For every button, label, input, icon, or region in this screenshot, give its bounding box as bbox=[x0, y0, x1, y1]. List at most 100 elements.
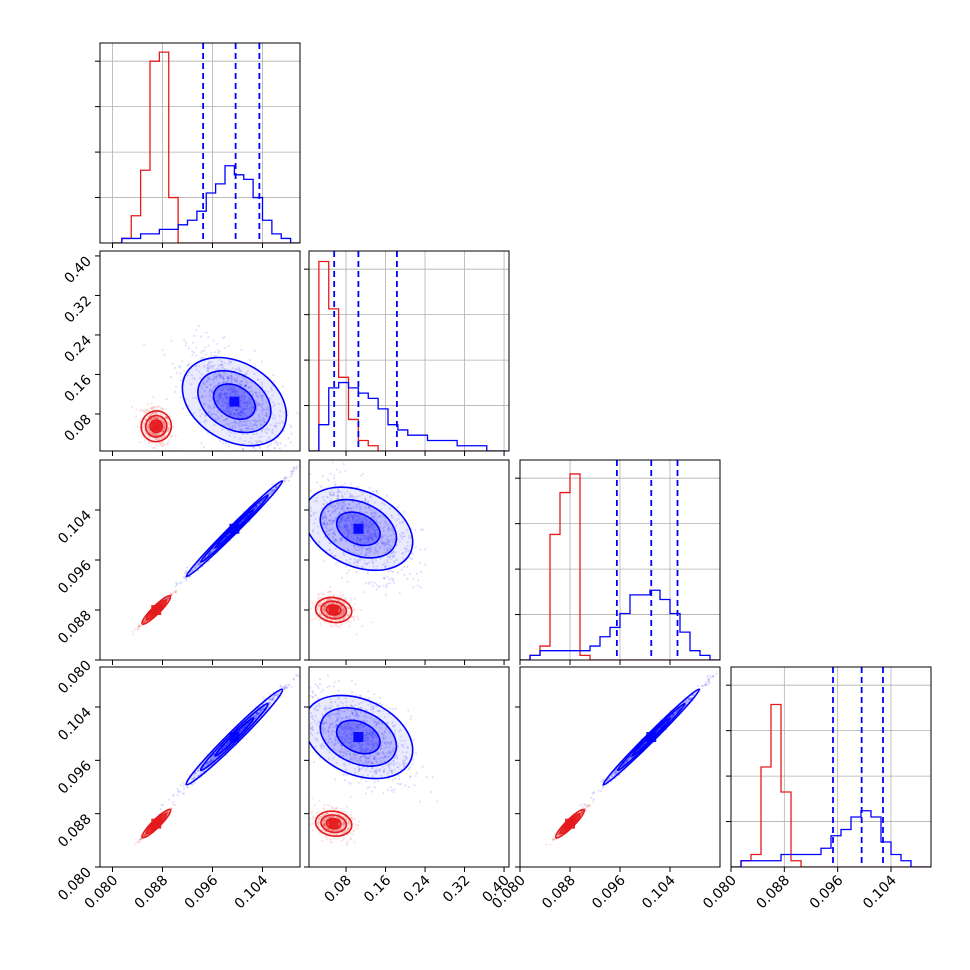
red-sample-point bbox=[163, 426, 166, 429]
red-sample-point bbox=[165, 442, 168, 445]
blue-sample-point bbox=[351, 496, 354, 499]
blue-sample-point bbox=[224, 745, 227, 748]
blue-sample-point bbox=[220, 389, 224, 392]
blue-sample-point bbox=[273, 414, 276, 417]
blue-sample-point bbox=[346, 523, 349, 526]
blue-sample-point bbox=[367, 506, 370, 509]
blue-sample-point bbox=[230, 375, 234, 378]
blue-sample-point bbox=[351, 523, 354, 527]
blue-sample-point bbox=[335, 468, 338, 471]
blue-sample-point bbox=[342, 501, 345, 504]
blue-sample-point bbox=[260, 471, 262, 473]
blue-sample-point bbox=[249, 409, 252, 412]
blue-sample-point bbox=[222, 376, 225, 379]
blue-sample-point bbox=[272, 405, 275, 408]
blue-sample-point bbox=[418, 561, 421, 565]
blue-sample-point bbox=[341, 518, 344, 521]
blue-sample-point bbox=[193, 377, 197, 381]
blue-sample-point bbox=[209, 757, 212, 760]
blue-sample-point bbox=[331, 520, 334, 523]
blue-sample-point bbox=[328, 492, 332, 495]
blue-sample-point bbox=[420, 570, 423, 574]
blue-sample-point bbox=[347, 516, 350, 519]
blue-sample-point bbox=[229, 376, 232, 379]
blue-sample-point bbox=[355, 504, 358, 507]
blue-sample-point bbox=[358, 517, 361, 521]
red-sample-point bbox=[357, 617, 360, 621]
blue-sample-point bbox=[403, 573, 406, 576]
blue-sample-point bbox=[330, 489, 333, 492]
blue-sample-point bbox=[291, 470, 294, 473]
blue-sample-point bbox=[210, 407, 213, 410]
blue-sample-point bbox=[256, 404, 259, 408]
red-sample-point bbox=[318, 602, 321, 605]
blue-sample-point bbox=[368, 523, 371, 526]
red-sample-point bbox=[167, 596, 170, 600]
blue-sample-point bbox=[181, 360, 184, 363]
blue-sample-point bbox=[360, 517, 363, 521]
blue-sample-point bbox=[193, 567, 197, 570]
blue-sample-point bbox=[224, 409, 227, 412]
blue-sample-point bbox=[353, 558, 356, 561]
blue-sample-point bbox=[351, 516, 354, 519]
blue-sample-point bbox=[340, 506, 343, 509]
blue-sample-point bbox=[264, 431, 267, 434]
red-sample-point bbox=[371, 621, 374, 624]
blue-sample-point bbox=[166, 597, 169, 600]
blue-sample-point bbox=[371, 533, 374, 536]
blue-sample-point bbox=[250, 406, 253, 409]
red-sample-point bbox=[162, 420, 166, 423]
blue-sample-point bbox=[373, 533, 376, 536]
blue-sample-point bbox=[224, 395, 227, 398]
blue-sample-point bbox=[319, 485, 322, 488]
blue-sample-point bbox=[329, 498, 332, 501]
red-sample-point bbox=[143, 619, 147, 623]
red-sample-point bbox=[346, 614, 350, 617]
red-sample-point bbox=[165, 811, 169, 814]
blue-sample-point bbox=[197, 365, 200, 368]
blue-sample-point bbox=[312, 530, 315, 533]
blue-sample-point bbox=[285, 454, 287, 456]
red-sample-point bbox=[170, 593, 173, 596]
blue-sample-point bbox=[372, 515, 375, 518]
blue-sample-point bbox=[388, 565, 391, 569]
blue-sample-point bbox=[304, 495, 306, 497]
blue-sample-point bbox=[344, 523, 347, 526]
blue-sample-point bbox=[243, 385, 246, 388]
scatter-panel-2-1 bbox=[304, 459, 510, 665]
blue-sample-point bbox=[203, 420, 206, 423]
red-sample-point bbox=[320, 596, 323, 599]
blue-sample-point bbox=[301, 462, 303, 464]
blue-sample-point bbox=[185, 570, 189, 573]
blue-sample-point bbox=[239, 406, 242, 409]
blue-sample-point bbox=[324, 522, 328, 526]
blue-sample-point bbox=[225, 743, 228, 746]
blue-sample-point bbox=[175, 371, 179, 374]
blue-sample-point bbox=[273, 379, 276, 382]
blue-sample-point bbox=[231, 387, 234, 391]
blue-sample-point bbox=[393, 559, 396, 562]
red-sample-point bbox=[342, 617, 345, 620]
red-sample-point bbox=[147, 425, 150, 429]
red-sample-point bbox=[150, 432, 153, 435]
blue-sample-point bbox=[174, 385, 178, 388]
red-sample-point bbox=[314, 600, 317, 603]
blue-sample-point bbox=[283, 479, 286, 482]
blue-sample-point bbox=[392, 533, 395, 536]
blue-sample-point bbox=[230, 421, 233, 425]
blue-sample-point bbox=[225, 396, 228, 400]
blue-sample-point bbox=[369, 526, 373, 529]
blue-sample-point bbox=[289, 441, 292, 444]
red-sample-point bbox=[151, 433, 155, 436]
blue-sample-point bbox=[367, 538, 370, 542]
blue-sample-point bbox=[271, 490, 274, 493]
blue-sample-point bbox=[386, 535, 390, 538]
blue-sample-point bbox=[364, 548, 368, 552]
blue-sample-point bbox=[365, 553, 368, 557]
blue-sample-point bbox=[237, 367, 241, 371]
blue-sample-point bbox=[385, 494, 388, 497]
blue-sample-point bbox=[367, 528, 371, 532]
blue-sample-point bbox=[260, 430, 264, 433]
red-sample-point bbox=[352, 618, 356, 621]
blue-sample-point bbox=[239, 411, 243, 415]
